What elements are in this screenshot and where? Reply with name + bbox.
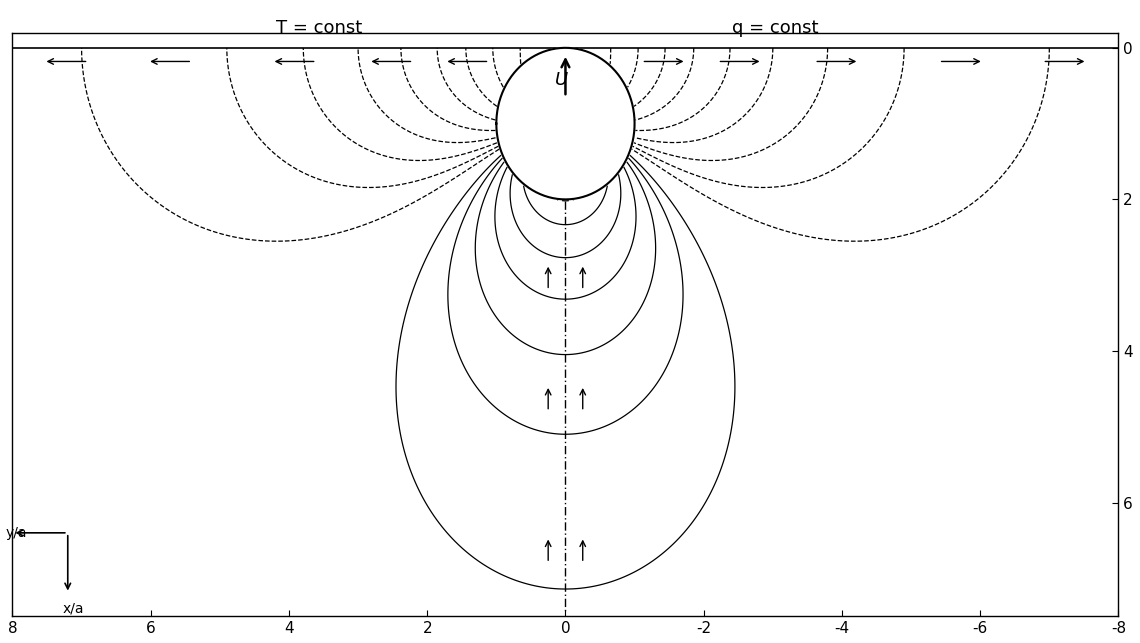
Text: T = const: T = const [276,19,363,37]
Polygon shape [496,48,635,199]
Text: x/a: x/a [63,601,83,615]
Text: q = const: q = const [732,19,819,37]
Text: y/a: y/a [6,526,27,540]
Text: U: U [555,71,568,89]
